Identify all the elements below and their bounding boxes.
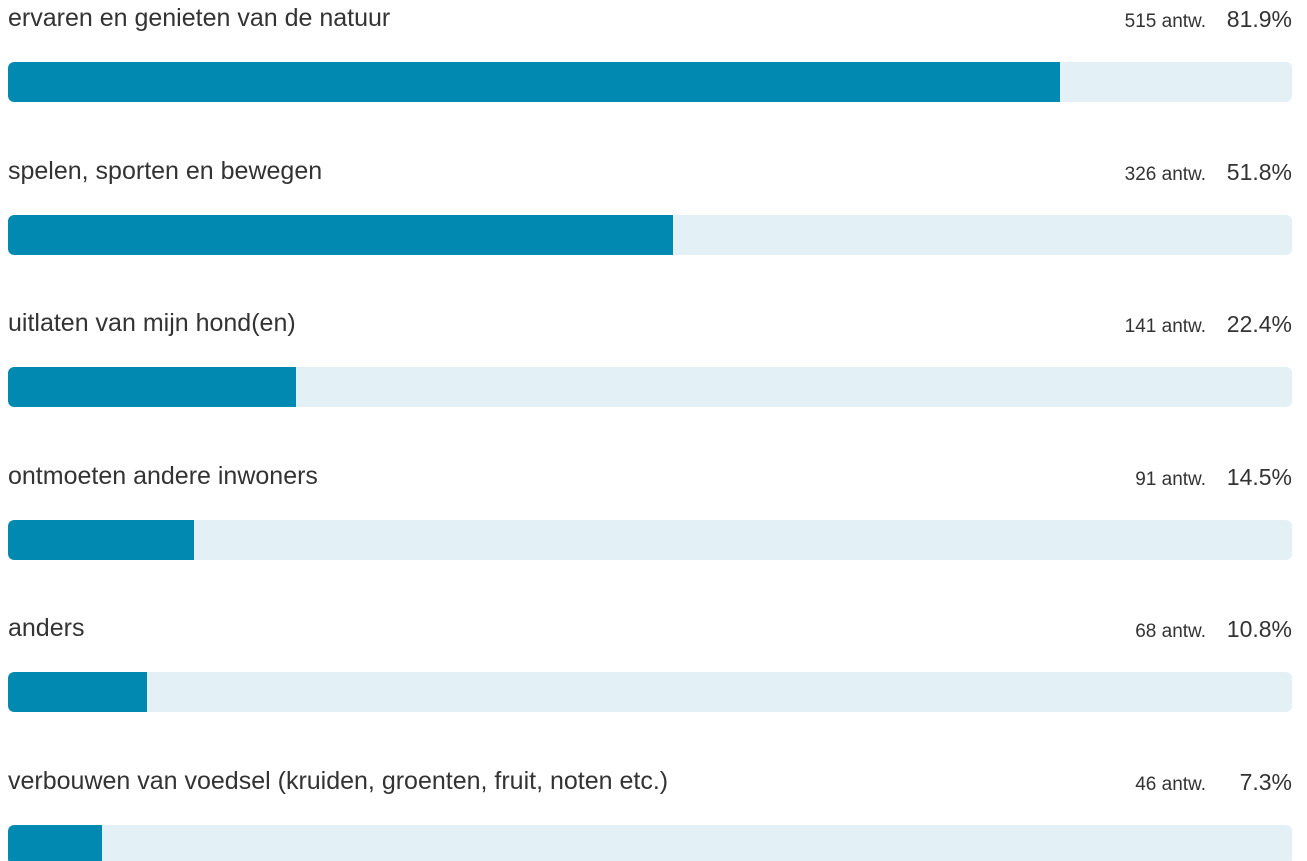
bar-row-header: ontmoeten andere inwoners 91 antw. 14.5% [8,458,1292,502]
category-label: spelen, sporten en bewegen [8,157,323,185]
bar-row-header: uitlaten van mijn hond(en) 141 antw. 22.4… [8,305,1292,349]
bar-row-header: verbouwen van voedsel (kruiden, groenten… [8,763,1292,807]
percent-label: 7.3% [1239,769,1292,795]
bar-fill [8,367,296,407]
percent-label: 14.5% [1226,464,1292,490]
bar-track [8,215,1292,255]
bar-stats: 68 antw. 10.8% [1135,616,1292,643]
bar-row: uitlaten van mijn hond(en) 141 antw. 22.4… [8,305,1292,415]
category-label: ervaren en genieten van de natuur [8,4,391,32]
bar-track [8,367,1292,407]
bar-row: verbouwen van voedsel (kruiden, groenten… [8,763,1292,861]
bar-stats: 326 antw. 51.8% [1125,159,1292,186]
bar-fill [8,672,147,712]
percent-label: 51.8% [1226,159,1292,185]
bar-fill [8,520,195,560]
bar-row-header: anders 68 antw. 10.8% [8,610,1292,654]
bar-row: spelen, sporten en bewegen 326 antw. 51.8… [8,153,1292,263]
category-label: anders [8,614,85,642]
bar-row-header: ervaren en genieten van de natuur 515 an… [8,0,1292,44]
answer-count-label: 515 antw. [1124,11,1206,32]
category-label: verbouwen van voedsel (kruiden, groenten… [8,767,669,795]
bar-row-header: spelen, sporten en bewegen 326 antw. 51.8… [8,153,1292,197]
answer-count-label: 68 antw. [1135,621,1206,642]
bar-track [8,825,1292,861]
bar-fill [8,825,102,861]
percent-label: 22.4% [1226,311,1292,337]
category-label: ontmoeten andere inwoners [8,462,318,490]
bar-track [8,672,1292,712]
answer-count-label: 326 antw. [1124,164,1206,185]
bar-stats: 46 antw. 7.3% [1135,769,1292,796]
answer-count-label: 141 antw. [1124,316,1206,337]
bar-stats: 91 antw. 14.5% [1135,464,1292,491]
percent-label: 81.9% [1226,6,1292,32]
bar-row: ontmoeten andere inwoners 91 antw. 14.5% [8,458,1292,568]
bar-fill [8,215,674,255]
bar-fill [8,62,1060,102]
category-label: uitlaten van mijn hond(en) [8,309,296,337]
bar-row: ervaren en genieten van de natuur 515 an… [8,0,1292,110]
percent-label: 10.8% [1226,616,1292,642]
bar-track [8,62,1292,102]
bar-row: anders 68 antw. 10.8% [8,610,1292,720]
bar-track [8,520,1292,560]
answer-count-label: 46 antw. [1135,774,1206,795]
bar-stats: 141 antw. 22.4% [1125,311,1292,338]
bar-stats: 515 antw. 81.9% [1125,6,1292,33]
answer-count-label: 91 antw. [1135,469,1206,490]
